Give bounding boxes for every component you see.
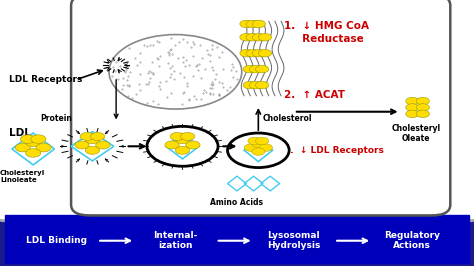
Circle shape bbox=[240, 49, 253, 57]
Circle shape bbox=[96, 141, 110, 149]
Circle shape bbox=[249, 81, 263, 89]
Circle shape bbox=[246, 49, 259, 57]
Circle shape bbox=[109, 35, 242, 109]
Circle shape bbox=[20, 135, 36, 143]
Circle shape bbox=[255, 65, 269, 73]
Circle shape bbox=[31, 135, 46, 143]
Text: 2.  ↑ ACAT: 2. ↑ ACAT bbox=[284, 90, 346, 101]
Circle shape bbox=[246, 34, 259, 41]
Circle shape bbox=[85, 146, 100, 154]
Circle shape bbox=[258, 34, 272, 41]
Text: LDL Receptors: LDL Receptors bbox=[9, 75, 83, 84]
Circle shape bbox=[248, 137, 261, 145]
Text: Protein: Protein bbox=[40, 114, 72, 123]
Circle shape bbox=[36, 143, 51, 152]
Circle shape bbox=[252, 148, 265, 155]
Circle shape bbox=[170, 132, 184, 140]
Circle shape bbox=[244, 144, 257, 151]
Text: 1.  ↓ HMG CoA
     Reductase: 1. ↓ HMG CoA Reductase bbox=[284, 21, 369, 44]
Circle shape bbox=[175, 146, 190, 154]
Circle shape bbox=[416, 104, 429, 111]
Circle shape bbox=[240, 34, 253, 41]
Circle shape bbox=[80, 132, 94, 140]
Circle shape bbox=[243, 81, 256, 89]
Circle shape bbox=[255, 137, 269, 145]
Text: Cholesteryl
Oleate: Cholesteryl Oleate bbox=[392, 124, 441, 143]
Circle shape bbox=[75, 141, 89, 149]
Text: 3.  ↓ LDL Receptors: 3. ↓ LDL Receptors bbox=[284, 146, 384, 155]
Circle shape bbox=[406, 104, 419, 111]
Circle shape bbox=[246, 20, 259, 28]
Text: Cholesterol: Cholesterol bbox=[263, 114, 312, 123]
Text: Cholesteryl
Linoleate: Cholesteryl Linoleate bbox=[0, 170, 45, 183]
Text: LDL Binding: LDL Binding bbox=[27, 236, 87, 245]
Circle shape bbox=[26, 138, 41, 147]
Circle shape bbox=[406, 110, 419, 118]
Circle shape bbox=[416, 110, 429, 118]
FancyBboxPatch shape bbox=[0, 0, 474, 221]
Circle shape bbox=[91, 132, 105, 140]
Circle shape bbox=[249, 65, 263, 73]
Circle shape bbox=[416, 97, 429, 105]
Circle shape bbox=[165, 141, 179, 149]
Circle shape bbox=[228, 133, 289, 168]
Circle shape bbox=[252, 49, 265, 57]
Circle shape bbox=[259, 144, 273, 151]
Circle shape bbox=[85, 136, 100, 144]
Circle shape bbox=[255, 81, 269, 89]
Circle shape bbox=[240, 20, 253, 28]
Circle shape bbox=[252, 20, 265, 28]
Circle shape bbox=[243, 65, 256, 73]
Circle shape bbox=[186, 141, 200, 149]
Bar bbox=[5, 215, 469, 263]
Text: Internal-
ization: Internal- ization bbox=[153, 231, 198, 250]
Circle shape bbox=[181, 132, 195, 140]
Circle shape bbox=[175, 136, 190, 144]
Circle shape bbox=[252, 140, 265, 147]
Circle shape bbox=[147, 126, 218, 166]
Text: LDL: LDL bbox=[9, 128, 31, 138]
Circle shape bbox=[406, 97, 419, 105]
Circle shape bbox=[252, 34, 265, 41]
Circle shape bbox=[258, 49, 272, 57]
Text: Lysosomal
Hydrolysis: Lysosomal Hydrolysis bbox=[267, 231, 320, 250]
Circle shape bbox=[15, 143, 30, 152]
Text: Amino Acids: Amino Acids bbox=[210, 198, 264, 207]
Circle shape bbox=[26, 149, 41, 157]
Text: Regulatory
Actions: Regulatory Actions bbox=[384, 231, 440, 250]
